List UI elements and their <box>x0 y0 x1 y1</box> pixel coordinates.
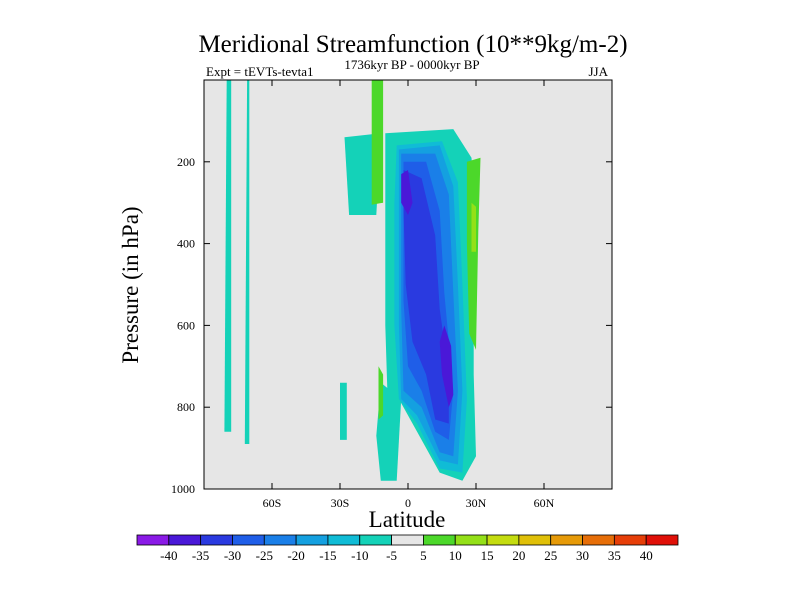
colorbar-label-5: -15 <box>319 548 336 563</box>
x-axis-ticks: 60S 30S 0 30N 60N <box>263 80 555 510</box>
colorbar-swatch-13 <box>550 534 583 546</box>
contour-region-3 <box>340 382 347 440</box>
x-tick-label-2: 0 <box>405 496 411 510</box>
y-axis-ticks: 200 400 600 800 1000 <box>171 155 612 496</box>
contour-region-10 <box>403 170 449 424</box>
colorbar-label-7: -5 <box>386 548 397 563</box>
colorbar-swatch-11 <box>486 534 520 546</box>
colorbar-label-2: -30 <box>224 548 241 563</box>
x-tick-label-1: 30S <box>331 496 350 510</box>
x-tick-label-3: 30N <box>466 496 487 510</box>
contour-region-13 <box>371 80 384 205</box>
colorbar-swatch-10 <box>454 534 488 546</box>
contour-region-0 <box>224 80 232 432</box>
plot-area <box>203 79 613 490</box>
colorbar: -40 -35 -30 -25 -20 -15 -10 -5 5 10 15 20 25 30 35 40 <box>136 534 679 563</box>
contour-region-16 <box>471 202 476 252</box>
season-label: JJA <box>588 64 608 79</box>
colorbar-label-4: -20 <box>287 548 304 563</box>
contour-region-14 <box>378 366 384 420</box>
contour-region-1 <box>244 80 250 444</box>
colorbar-swatch-0 <box>136 534 170 546</box>
colorbar-label-3: -25 <box>256 548 273 563</box>
colorbar-swatch-6 <box>327 534 361 546</box>
colorbar-swatch-14 <box>582 534 615 546</box>
y-tick-label-0: 200 <box>177 155 195 169</box>
x-tick-label-0: 60S <box>263 496 282 510</box>
x-tick-label-4: 60N <box>534 496 555 510</box>
contour-region-12 <box>439 325 454 408</box>
colorbar-swatch-2 <box>200 534 233 546</box>
colorbar-swatch-4 <box>263 534 297 546</box>
colorbar-swatch-5 <box>295 534 329 546</box>
colorbar-label-13: 30 <box>576 548 589 563</box>
y-tick-label-4: 1000 <box>171 482 195 496</box>
y-tick-label-3: 800 <box>177 400 195 414</box>
colorbar-label-12: 25 <box>544 548 557 563</box>
contour-region-11 <box>401 170 413 215</box>
colorbar-label-1: -35 <box>192 548 209 563</box>
time-range-label: 1736kyr BP - 0000kyr BP <box>344 57 479 72</box>
colorbar-swatch-9 <box>423 534 456 546</box>
colorbar-swatch-15 <box>613 534 647 546</box>
colorbar-swatch-3 <box>232 534 265 546</box>
y-tick-label-1: 400 <box>177 237 195 251</box>
colorbar-swatch-7 <box>359 534 392 546</box>
contour-regions <box>224 80 481 481</box>
colorbar-swatch-1 <box>168 534 202 546</box>
colorbar-label-11: 20 <box>512 548 525 563</box>
colorbar-label-14: 35 <box>608 548 621 563</box>
colorbar-label-6: -10 <box>351 548 368 563</box>
colorbar-label-9: 10 <box>449 548 462 563</box>
chart-title: Meridional Streamfunction (10**9kg/m-2) <box>198 31 627 58</box>
colorbar-label-10: 15 <box>481 548 494 563</box>
y-axis-label: Pressure (in hPa) <box>118 206 143 363</box>
colorbar-label-0: -40 <box>160 548 177 563</box>
experiment-label: Expt = tEVTs-tevta1 <box>206 64 314 79</box>
contour-region-15 <box>466 157 481 350</box>
x-axis-label: Latitude <box>369 507 446 532</box>
colorbar-swatch-12 <box>518 534 552 546</box>
colorbar-swatch-8 <box>391 534 424 546</box>
colorbar-label-15: 40 <box>640 548 653 563</box>
y-tick-label-2: 600 <box>177 318 195 332</box>
colorbar-label-8: 5 <box>420 548 427 563</box>
colorbar-swatch-16 <box>645 534 679 546</box>
